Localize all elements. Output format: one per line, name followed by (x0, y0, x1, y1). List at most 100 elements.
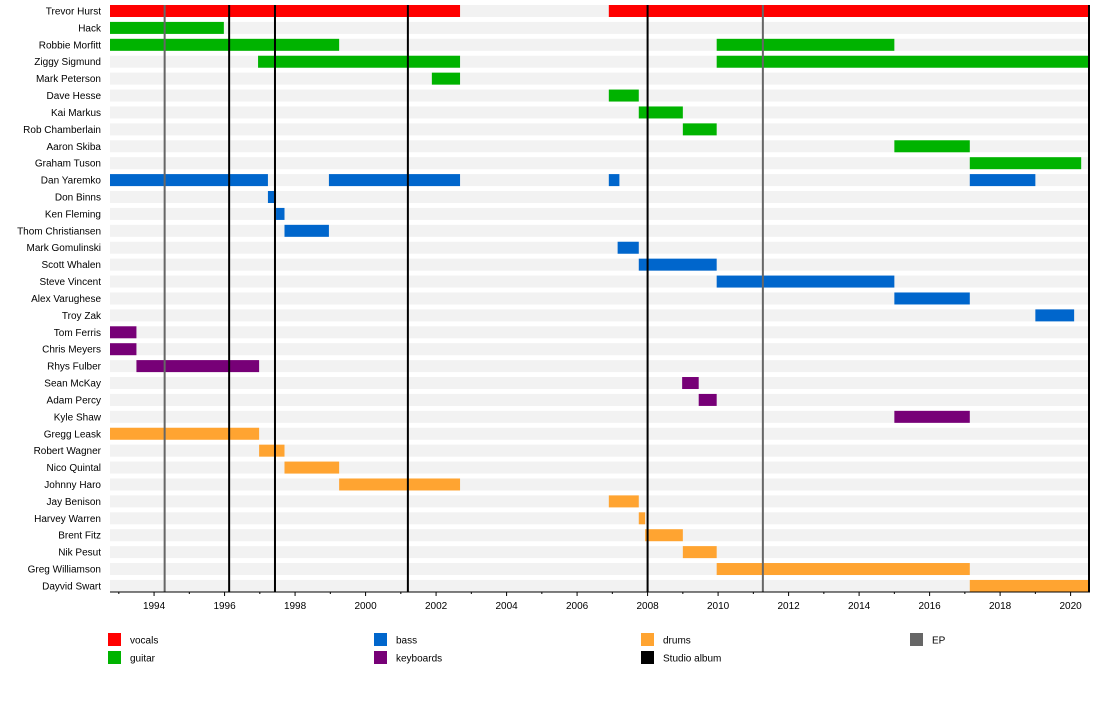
member-label: Robert Wagner (34, 446, 102, 457)
ep-line (163, 5, 166, 592)
member-label: Robbie Morfitt (39, 40, 101, 51)
row-stripe (110, 410, 1090, 423)
member-label: Don Binns (55, 193, 101, 204)
legend-label: drums (663, 636, 691, 647)
member-bar (969, 579, 1090, 592)
member-label: Johnny Haro (44, 480, 101, 491)
row-stripe (110, 495, 1090, 508)
legend-label: bass (396, 636, 417, 647)
member-bar (110, 427, 260, 440)
row-stripes (110, 5, 1090, 592)
member-bar (136, 360, 260, 373)
legend-label: Studio album (663, 654, 721, 665)
member-bar (969, 157, 1082, 170)
x-tick-label: 2006 (566, 601, 589, 612)
legend-swatch (641, 633, 654, 646)
legend-swatch (910, 633, 923, 646)
member-bar (608, 5, 1090, 17)
member-bar (698, 393, 717, 406)
member-label: Thom Christiansen (17, 226, 101, 237)
x-axis: 1994 1996 1998 2000 2002 2004 2006 2008 2010 2012… (110, 591, 1090, 612)
member-label: Trevor Hurst (46, 7, 101, 18)
studio-album-line (228, 5, 231, 592)
x-tick-label: 2004 (495, 601, 518, 612)
release-lines (163, 5, 1090, 592)
member-label: Gregg Leask (44, 429, 102, 440)
member-label: Adam Percy (47, 395, 101, 406)
member-bar (894, 140, 970, 153)
member-bar (259, 444, 285, 457)
member-bar (608, 495, 639, 508)
legend-label: EP (932, 636, 946, 647)
x-tick-label: 2018 (989, 601, 1012, 612)
x-tick-label: 2008 (636, 601, 659, 612)
ep-line (761, 5, 764, 592)
row-stripe (110, 343, 1090, 356)
member-label: Nico Quintal (47, 463, 101, 474)
row-stripe (110, 292, 1090, 305)
member-bar (284, 461, 340, 474)
x-tick-label: 2020 (1059, 601, 1082, 612)
member-bar (894, 292, 970, 305)
member-bar (716, 275, 895, 288)
row-stripe (110, 89, 1090, 102)
member-bar (431, 72, 461, 85)
member-label: Mark Peterson (36, 74, 101, 85)
member-bar (638, 258, 717, 271)
member-bar (682, 546, 717, 559)
member-bar (969, 174, 1036, 187)
x-tick-label: 2000 (354, 601, 377, 612)
row-stripe (110, 191, 1090, 204)
studio-album-line (273, 5, 276, 592)
member-bar (110, 343, 137, 356)
member-bar (608, 174, 620, 187)
row-stripe (110, 529, 1090, 542)
member-label: Brent Fitz (58, 531, 101, 542)
member-bar (682, 377, 699, 390)
row-stripe (110, 427, 1090, 440)
legend-label: keyboards (396, 654, 442, 665)
row-stripe (110, 157, 1090, 170)
row-stripe (110, 326, 1090, 339)
x-tick-label: 2010 (707, 601, 730, 612)
member-label: Dayvid Swart (42, 581, 101, 592)
member-bar (110, 21, 224, 34)
row-stripe (110, 140, 1090, 153)
member-label: Hack (78, 23, 102, 34)
member-label: Mark Gomulinski (27, 243, 101, 254)
legend-swatch (374, 633, 387, 646)
row-stripe (110, 241, 1090, 254)
member-label: Aaron Skiba (47, 142, 102, 153)
row-stripe (110, 309, 1090, 322)
legend: vocals guitar bass keyboards drums Studio alb… (108, 633, 946, 665)
row-stripe (110, 512, 1090, 525)
member-label: Ziggy Sigmund (34, 57, 101, 68)
member-label: Dave Hesse (47, 91, 102, 102)
legend-swatch (108, 633, 121, 646)
member-label: Steve Vincent (39, 277, 101, 288)
member-bar (1035, 309, 1075, 322)
member-bar (110, 38, 340, 51)
legend-swatch (374, 651, 387, 664)
x-tick-label: 1998 (284, 601, 307, 612)
row-stripe (110, 546, 1090, 559)
member-bar (617, 241, 639, 254)
row-stripe (110, 224, 1090, 237)
row-stripe (110, 478, 1090, 491)
member-bar (645, 529, 683, 542)
legend-swatch (641, 651, 654, 664)
member-bar (716, 38, 895, 51)
member-label: Ken Fleming (45, 209, 101, 220)
member-label: Nik Pesut (58, 548, 101, 559)
row-stripe (110, 579, 1090, 592)
studio-album-line (1088, 5, 1090, 592)
row-stripe (110, 258, 1090, 271)
member-bar (284, 224, 329, 237)
row-stripe (110, 444, 1090, 457)
member-bars (110, 5, 1090, 592)
member-label: Kyle Shaw (54, 412, 102, 423)
member-bar (682, 123, 717, 136)
member-label: Scott Whalen (42, 260, 101, 271)
member-label: Harvey Warren (34, 514, 101, 525)
